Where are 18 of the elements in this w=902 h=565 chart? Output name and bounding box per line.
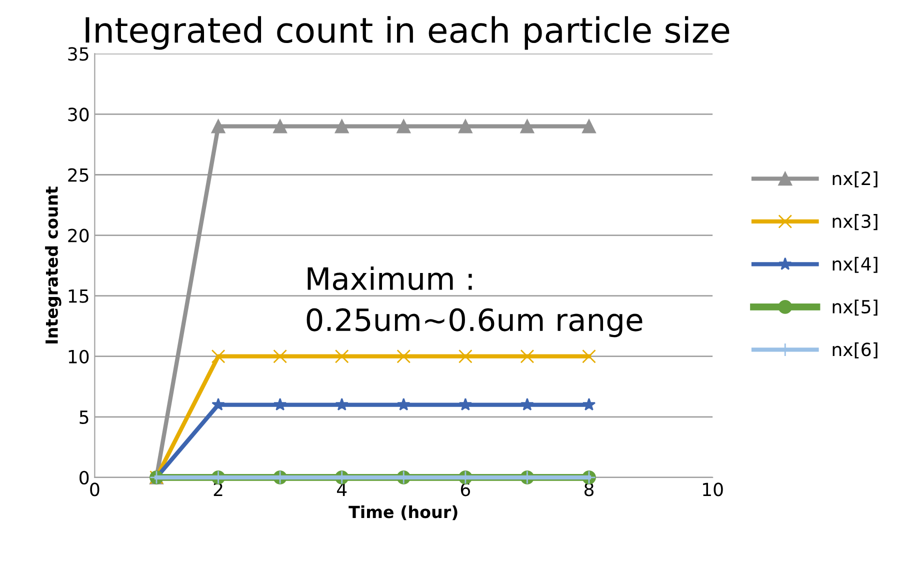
x-tick-label: 0 <box>90 482 100 496</box>
legend-label: nx[3] <box>832 214 878 230</box>
y-axis-title: Integrated count <box>45 186 62 344</box>
legend-label: nx[2] <box>832 171 878 188</box>
x-axis-title: Time (hour) <box>348 505 458 520</box>
y-tick-label: 20 <box>68 228 89 242</box>
legend-label: nx[4] <box>832 256 878 273</box>
legend-label: nx[6] <box>832 342 878 358</box>
legend-label: nx[5] <box>832 300 878 316</box>
y-tick-label: 15 <box>68 290 88 303</box>
annotation: Maximum : 0.25um~0.6um range <box>306 266 642 338</box>
x-tick-label: 4 <box>336 482 347 496</box>
y-tick-label: 0 <box>80 470 89 485</box>
y-tick-label: 30 <box>68 108 89 122</box>
x-tick-label: 10 <box>703 482 723 496</box>
y-tick-label: 5 <box>80 410 88 424</box>
y-tick-label: 10 <box>68 350 89 364</box>
y-tick-label: 25 <box>68 168 88 182</box>
